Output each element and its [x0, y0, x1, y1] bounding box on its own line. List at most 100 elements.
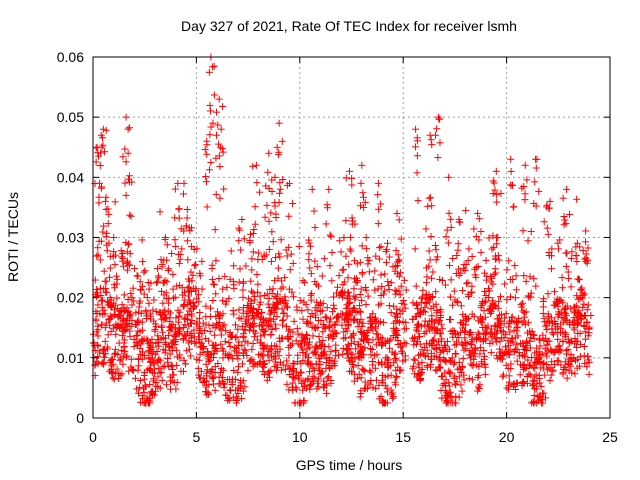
scatter-point — [308, 360, 316, 368]
scatter-point — [103, 241, 111, 249]
scatter-point — [440, 379, 448, 387]
scatter-point — [202, 321, 210, 329]
scatter-point — [542, 394, 550, 402]
scatter-point — [467, 354, 475, 362]
scatter-point — [195, 371, 203, 379]
scatter-point — [251, 220, 259, 228]
scatter-point — [201, 146, 209, 154]
scatter-point — [451, 341, 459, 349]
scatter-point — [559, 194, 567, 202]
scatter-point — [154, 373, 162, 381]
scatter-point — [140, 290, 148, 298]
scatter-point — [350, 315, 358, 323]
scatter-point — [219, 310, 227, 318]
scatter-point — [397, 282, 405, 290]
scatter-point — [341, 288, 349, 296]
scatter-point — [135, 299, 143, 307]
scatter-point — [539, 331, 547, 339]
scatter-point — [176, 354, 184, 362]
scatter-point — [432, 131, 440, 139]
scatter-point — [556, 342, 564, 350]
scatter-point — [313, 342, 321, 350]
scatter-point — [155, 355, 163, 363]
scatter-point — [583, 318, 591, 326]
scatter-point — [183, 214, 191, 222]
scatter-point — [211, 362, 219, 370]
scatter-point — [282, 246, 290, 254]
scatter-point — [447, 215, 455, 223]
scatter-point — [121, 145, 129, 153]
scatter-point — [458, 364, 466, 372]
scatter-point — [284, 362, 292, 370]
scatter-point — [533, 359, 541, 367]
scatter-point — [437, 386, 445, 394]
scatter-point — [371, 324, 379, 332]
scatter-point — [306, 385, 314, 393]
scatter-point — [244, 316, 252, 324]
scatter-point — [227, 333, 235, 341]
scatter-point — [219, 285, 227, 293]
scatter-point — [310, 366, 318, 374]
scatter-point — [359, 330, 367, 338]
scatter-point — [435, 353, 443, 361]
scatter-point — [362, 384, 370, 392]
scatter-point — [530, 275, 538, 283]
scatter-point — [206, 101, 214, 109]
scatter-point — [583, 306, 591, 314]
scatter-point — [451, 296, 459, 304]
scatter-point — [394, 337, 402, 345]
scatter-point — [360, 203, 368, 211]
scatter-point — [302, 384, 310, 392]
scatter-point — [236, 265, 244, 273]
scatter-point — [468, 253, 476, 261]
scatter-point — [468, 376, 476, 384]
scatter-point — [394, 251, 402, 259]
scatter-point — [154, 357, 162, 365]
scatter-point — [488, 274, 496, 282]
scatter-point — [482, 256, 490, 264]
scatter-point — [565, 210, 573, 218]
scatter-point — [343, 301, 351, 309]
scatter-point — [356, 202, 364, 210]
scatter-point — [254, 280, 262, 288]
scatter-point — [543, 326, 551, 334]
scatter-point — [196, 350, 204, 358]
scatter-point — [220, 384, 228, 392]
scatter-point — [117, 320, 125, 328]
scatter-point — [511, 294, 519, 302]
scatter-point — [171, 185, 179, 193]
scatter-point — [322, 364, 330, 372]
scatter-point — [340, 316, 348, 324]
scatter-point — [91, 361, 99, 369]
scatter-point — [94, 301, 102, 309]
scatter-point — [396, 306, 404, 314]
scatter-point — [467, 328, 475, 336]
scatter-point — [179, 291, 187, 299]
scatter-point — [547, 265, 555, 273]
scatter-point — [179, 302, 187, 310]
scatter-point — [356, 393, 364, 401]
scatter-point — [582, 227, 590, 235]
scatter-point — [526, 344, 534, 352]
scatter-point — [281, 274, 289, 282]
scatter-point — [507, 293, 515, 301]
scatter-point — [556, 236, 564, 244]
scatter-point — [543, 366, 551, 374]
scatter-point — [519, 227, 527, 235]
scatter-point — [201, 388, 209, 396]
scatter-point — [239, 349, 247, 357]
scatter-point — [138, 236, 146, 244]
scatter-point — [347, 247, 355, 255]
scatter-point — [285, 351, 293, 359]
scatter-point — [323, 389, 331, 397]
scatter-point — [126, 327, 134, 335]
scatter-point — [438, 325, 446, 333]
scatter-point — [106, 273, 114, 281]
scatter-point — [544, 310, 552, 318]
scatter-point — [392, 247, 400, 255]
scatter-point — [272, 366, 280, 374]
scatter-point — [411, 245, 419, 253]
scatter-point — [305, 250, 313, 258]
scatter-point — [241, 383, 249, 391]
scatter-point — [110, 350, 118, 358]
